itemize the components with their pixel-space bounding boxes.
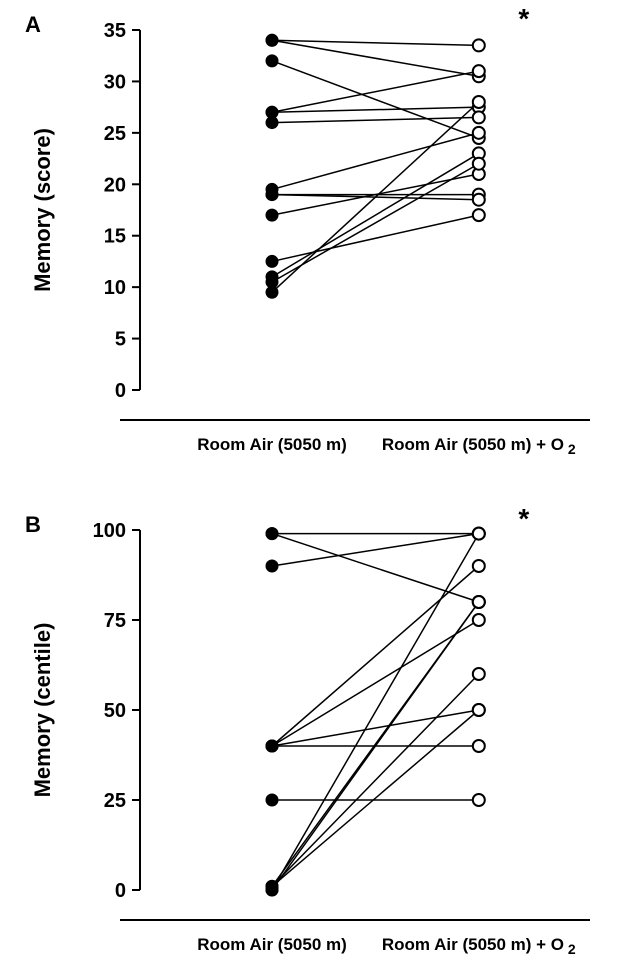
significance-star: * xyxy=(518,503,529,534)
x-category-label: Room Air (5050 m) xyxy=(197,935,347,954)
pair-line xyxy=(272,534,479,602)
y-tick-label: 25 xyxy=(104,790,126,812)
pair-line xyxy=(272,710,479,746)
marker-open xyxy=(473,614,485,626)
marker-open xyxy=(473,704,485,716)
marker-open xyxy=(473,560,485,572)
figure-container: A05101520253035Memory (score)Room Air (5… xyxy=(0,0,638,963)
pair-line xyxy=(272,710,479,886)
marker-filled xyxy=(266,560,278,572)
marker-filled xyxy=(266,528,278,540)
pair-line xyxy=(272,534,479,566)
y-tick-label: 50 xyxy=(104,700,126,722)
marker-open xyxy=(473,596,485,608)
panel-b-svg: B 0 25 50 75 100 Memory (centile) Room Air (505… xyxy=(0,0,638,963)
y-tick-label: 75 xyxy=(104,610,126,632)
pair-line xyxy=(272,674,479,886)
y-axis-label: Memory (centile) xyxy=(30,623,55,798)
y-tick-label: 100 xyxy=(93,520,126,542)
y-tick-label: 0 xyxy=(115,880,126,902)
marker-filled xyxy=(266,794,278,806)
marker-open xyxy=(473,794,485,806)
marker-filled xyxy=(266,884,278,896)
x-category-label: Room Air (5050 m) + O 2 xyxy=(382,935,576,957)
marker-open xyxy=(473,668,485,680)
pair-line xyxy=(272,620,479,746)
panel-label: B xyxy=(25,512,41,537)
pair-line xyxy=(272,566,479,746)
marker-filled xyxy=(266,740,278,752)
marker-open xyxy=(473,740,485,752)
pair-line xyxy=(272,534,479,890)
marker-open xyxy=(473,528,485,540)
